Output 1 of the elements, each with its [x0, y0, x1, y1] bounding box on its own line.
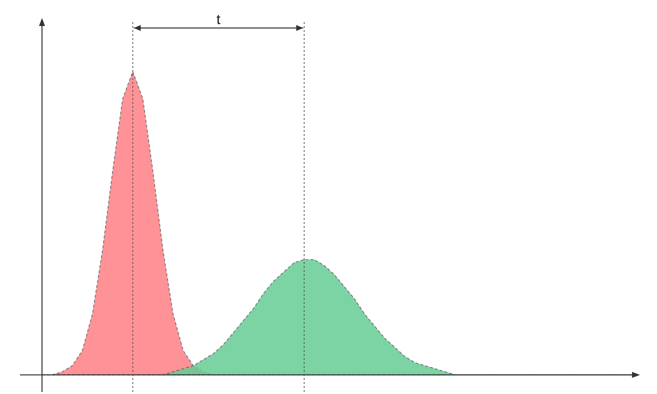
text: t	[216, 11, 221, 27]
